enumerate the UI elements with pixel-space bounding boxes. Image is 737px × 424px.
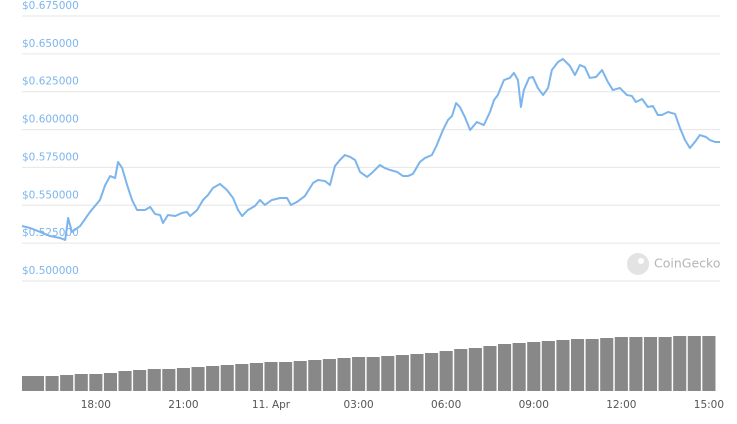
- x-tick-label: 18:00: [81, 399, 111, 411]
- volume-bar: [629, 337, 643, 391]
- volume-bar: [337, 358, 351, 391]
- volume-bar: [643, 337, 658, 391]
- x-tick-label: 21:00: [168, 399, 198, 411]
- volume-bar: [235, 364, 249, 391]
- volume-bar: [425, 353, 439, 391]
- y-tick-label: $0.575000: [22, 151, 79, 163]
- volume-bar: [468, 348, 482, 391]
- volume-bar: [308, 360, 322, 391]
- volume-bar: [702, 336, 716, 391]
- volume-bar: [600, 338, 614, 391]
- volume-bar: [264, 362, 278, 391]
- grid: [22, 15, 720, 282]
- y-tick-label: $0.500000: [22, 265, 79, 277]
- volume-bar: [439, 351, 453, 391]
- volume-bar: [60, 375, 74, 391]
- volume-bar: [556, 340, 570, 391]
- y-tick-label: $0.675000: [22, 0, 79, 12]
- volume-bar: [410, 354, 424, 391]
- volume-bar: [220, 365, 234, 391]
- volume-bar: [498, 344, 512, 391]
- volume-bar: [512, 343, 526, 391]
- volume-bar: [118, 371, 132, 391]
- volume-bar: [570, 339, 585, 391]
- volume-bar: [89, 374, 103, 391]
- volume-bar: [658, 337, 672, 391]
- volume-bar: [103, 373, 118, 391]
- volume-bar: [293, 361, 307, 391]
- x-tick-label: 15:00: [694, 399, 724, 411]
- volume-bar: [454, 349, 468, 391]
- x-tick-label: 03:00: [343, 399, 373, 411]
- volume-bar: [352, 357, 366, 391]
- y-tick-label: $0.600000: [22, 114, 79, 126]
- volume-bar: [147, 369, 161, 391]
- volume-bar: [249, 363, 263, 391]
- watermark-text: CoinGecko: [654, 256, 720, 271]
- volume-bar: [366, 357, 380, 391]
- volume-bar: [614, 337, 628, 391]
- x-tick-label: 12:00: [606, 399, 636, 411]
- x-tick-label: 06:00: [431, 399, 461, 411]
- volume-bar: [133, 370, 147, 391]
- volume-bar: [191, 367, 205, 391]
- volume-bar: [585, 339, 599, 391]
- volume-bar: [279, 362, 293, 391]
- price-line: [21, 58, 720, 241]
- volume-bar: [673, 336, 687, 391]
- volume-bar: [687, 336, 701, 391]
- volume-bar: [176, 368, 190, 391]
- volume-bar: [395, 355, 409, 391]
- volume-bar: [541, 341, 555, 391]
- volume-bar: [527, 342, 541, 391]
- x-tick-label: 09:00: [519, 399, 549, 411]
- x-tick-label: 11. Apr: [252, 399, 291, 411]
- volume-bar: [74, 374, 88, 391]
- y-tick-label: $0.650000: [22, 38, 79, 50]
- watermark: CoinGecko: [627, 253, 720, 275]
- volume-bar: [483, 346, 497, 391]
- y-tick-label: $0.550000: [22, 189, 79, 201]
- y-tick-label: $0.625000: [22, 76, 79, 88]
- volume-bar: [30, 376, 45, 391]
- volume-bar: [322, 359, 336, 391]
- volume-bar: [206, 366, 220, 391]
- volume-bar: [381, 356, 395, 391]
- volume-bar: [45, 376, 59, 391]
- volume-bar: [162, 369, 176, 391]
